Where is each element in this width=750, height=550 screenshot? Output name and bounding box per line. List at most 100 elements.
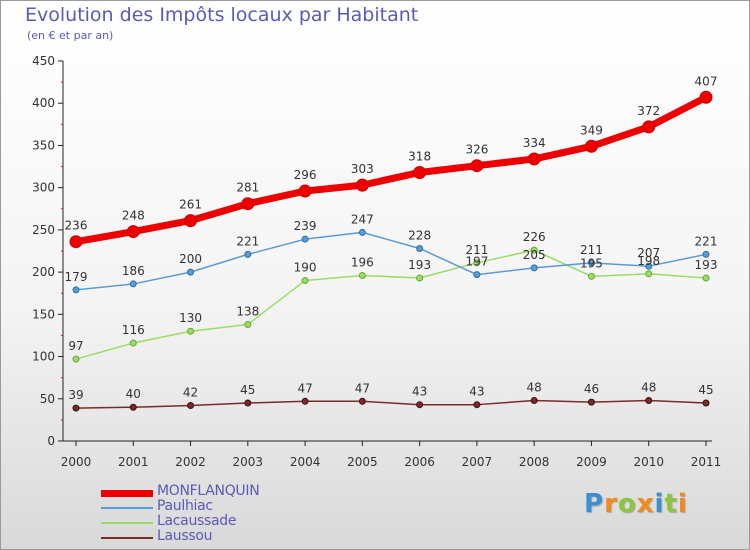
data-label: 46 [584,382,599,396]
chart-subtitle: (en € et par an) [27,29,114,42]
data-point [587,398,595,406]
data-label: 196 [351,255,374,269]
data-point [358,271,366,279]
data-point [126,225,140,239]
data-label: 138 [236,304,259,318]
data-label: 226 [523,230,546,244]
y-tick-label: 50 [40,392,55,406]
series-line-paulhiac [75,231,707,291]
data-label: 45 [698,383,713,397]
data-label: 207 [637,246,660,260]
x-tick-label: 2011 [691,455,722,469]
legend-swatch [101,489,153,497]
data-point [702,274,710,282]
data-label: 195 [580,256,603,270]
data-label: 197 [465,255,488,269]
legend-label: MONFLANQUIN [157,483,260,499]
data-label: 221 [695,234,718,248]
data-point [473,271,481,279]
x-tick-label: 2001 [118,455,149,469]
chart-title: Evolution des Impôts locaux par Habitant [25,4,419,26]
x-tick-label: 2000 [61,455,92,469]
series-layer [69,90,713,412]
data-point [301,397,309,405]
data-point [587,259,595,267]
data-point [129,280,137,288]
x-tick-label: 2003 [233,455,264,469]
y-tick-label: 350 [32,138,55,152]
data-label: 205 [523,248,546,262]
data-point [355,178,369,192]
data-label: 193 [695,258,718,272]
y-tick-label: 300 [32,181,55,195]
data-point [530,396,538,404]
data-point [473,401,481,409]
data-point [69,235,83,249]
data-point [187,268,195,276]
x-tick-label: 2002 [175,455,206,469]
data-point [416,401,424,409]
data-point [702,250,710,258]
data-point [530,246,538,254]
data-label: 39 [68,388,83,402]
y-tick-label: 250 [32,223,55,237]
data-label: 211 [580,243,603,257]
data-labels: 236 248 261 281 296 303 318 326 334 349 372 407 179 1… [65,74,718,402]
legend-item-paulhiac: Paulhiac [101,498,361,516]
data-label: 261 [179,198,202,212]
data-label: 48 [527,380,542,394]
data-label: 97 [68,339,83,353]
data-label: 236 [65,219,88,233]
data-label: 318 [408,149,431,163]
data-label: 116 [122,323,145,337]
data-point [645,396,653,404]
data-label: 186 [122,264,145,278]
series-line-lacaussade [75,249,707,360]
data-label: 43 [469,385,484,399]
data-label: 372 [637,104,660,118]
data-point [301,235,309,243]
data-label: 47 [355,381,370,395]
data-label: 296 [294,168,317,182]
legend-label: Lacaussade [157,513,237,529]
y-tick-label: 0 [47,434,55,448]
data-point [645,262,653,270]
legend-item-monflanquin: MONFLANQUIN [101,483,361,501]
data-point [416,244,424,252]
data-label: 193 [408,258,431,272]
x-tick-label: 2008 [519,455,550,469]
data-point [702,399,710,407]
data-point [584,139,598,153]
data-point [72,404,80,412]
data-point [298,184,312,198]
data-label: 47 [297,381,312,395]
data-label: 200 [179,252,202,266]
data-label: 239 [294,219,317,233]
legend-item-lacaussade: Lacaussade [101,513,361,531]
data-point [184,214,198,228]
y-tick-label: 150 [32,307,55,321]
data-label: 334 [523,136,546,150]
data-label: 228 [408,228,431,242]
data-point [187,327,195,335]
data-point [413,165,427,179]
data-point [129,403,137,411]
y-tick-label: 450 [32,54,55,68]
data-point [129,339,137,347]
data-point [645,270,653,278]
data-point [72,286,80,294]
legend-label: Paulhiac [157,498,213,514]
data-point [244,250,252,258]
data-point [358,397,366,405]
legend-label: Laussou [157,528,213,544]
data-label: 190 [294,261,317,275]
data-label: 42 [183,386,198,400]
x-tick-label: 2010 [633,455,664,469]
data-label: 407 [695,74,718,88]
data-point [72,355,80,363]
data-point [241,197,255,211]
data-label: 303 [351,162,374,176]
